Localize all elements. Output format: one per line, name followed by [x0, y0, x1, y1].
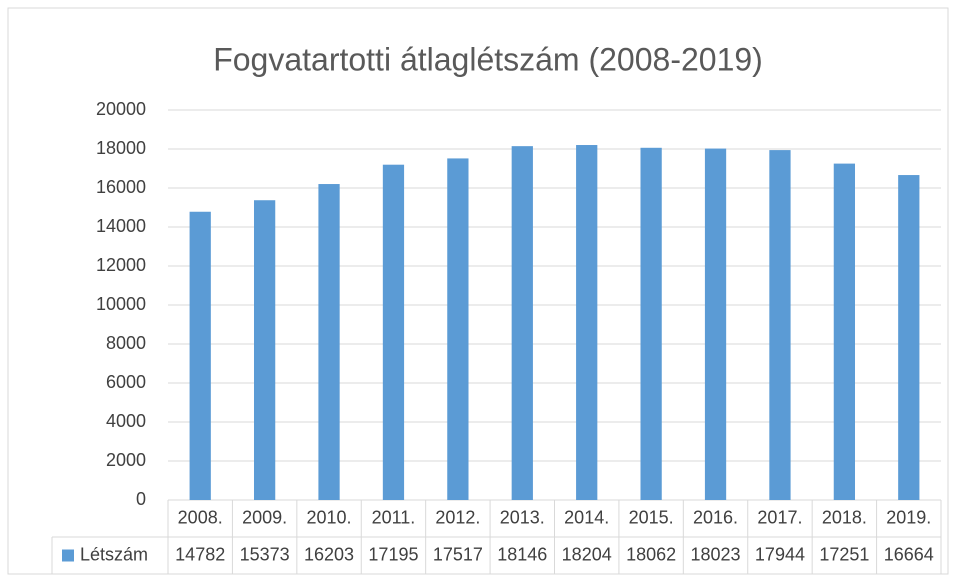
table-value: 16203	[304, 544, 354, 564]
y-tick-label: 12000	[96, 255, 146, 275]
x-tick-label: 2019.	[886, 507, 931, 527]
y-tick-label: 16000	[96, 177, 146, 197]
x-tick-label: 2012.	[435, 507, 480, 527]
bar	[382, 164, 405, 500]
bar	[704, 148, 727, 500]
x-tick-label: 2015.	[629, 507, 674, 527]
bar	[189, 211, 211, 500]
table-value: 17517	[433, 544, 483, 564]
x-tick-label: 2013.	[500, 507, 545, 527]
x-tick-label: 2009.	[242, 507, 287, 527]
y-tick-label: 4000	[106, 411, 146, 431]
bar	[576, 145, 598, 500]
bar	[318, 184, 340, 500]
table-value: 15373	[240, 544, 290, 564]
bar	[833, 163, 856, 500]
bar	[447, 158, 469, 500]
y-tick-label: 10000	[96, 294, 146, 314]
y-tick-label: 14000	[96, 216, 146, 236]
table-value: 17944	[755, 544, 805, 564]
table-value: 14782	[175, 544, 225, 564]
y-tick-label: 20000	[96, 99, 146, 119]
legend-key	[62, 549, 74, 562]
bar	[511, 146, 533, 500]
bar	[640, 147, 662, 500]
x-tick-label: 2018.	[822, 507, 867, 527]
bar	[898, 175, 920, 500]
x-tick-label: 2014.	[564, 507, 609, 527]
x-tick-label: 2016.	[693, 507, 738, 527]
x-tick-label: 2010.	[307, 507, 352, 527]
table-value: 18204	[562, 544, 612, 564]
chart-title: Fogvatartotti átlaglétszám (2008-2019)	[213, 41, 763, 77]
y-tick-label: 0	[136, 489, 146, 509]
table-value: 18146	[497, 544, 547, 564]
bar	[253, 200, 276, 500]
table-value: 18023	[691, 544, 741, 564]
x-tick-label: 2008.	[178, 507, 223, 527]
y-tick-label: 6000	[106, 372, 146, 392]
y-tick-label: 18000	[96, 138, 146, 158]
table-value: 17251	[819, 544, 869, 564]
x-tick-label: 2017.	[757, 507, 802, 527]
bar	[769, 150, 791, 501]
table-value: 16664	[884, 544, 934, 564]
legend-label: Létszám	[80, 544, 148, 564]
table-value: 17195	[368, 544, 418, 564]
table-value: 18062	[626, 544, 676, 564]
y-tick-label: 2000	[106, 450, 146, 470]
chart-border	[7, 7, 949, 575]
y-tick-label: 8000	[106, 333, 146, 353]
x-tick-label: 2011.	[372, 507, 416, 527]
